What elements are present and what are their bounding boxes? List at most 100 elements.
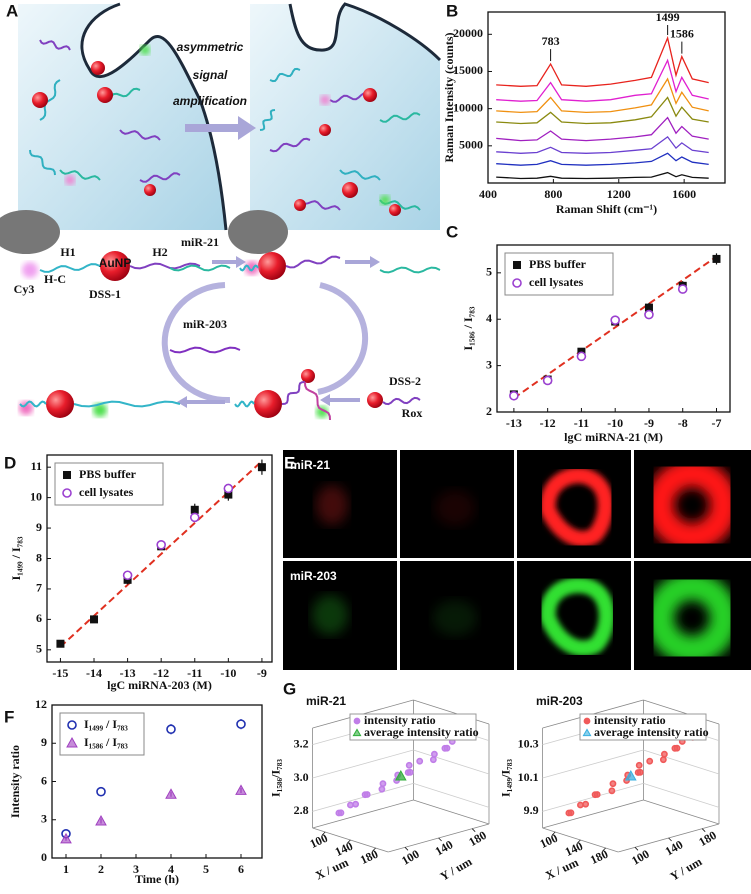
- fluorescence-images: miR-21 miR-203: [283, 449, 751, 670]
- marker: [346, 801, 354, 809]
- x-tick: [321, 831, 326, 836]
- legend-label: cell lysates: [529, 275, 584, 289]
- fit-line: [513, 255, 718, 399]
- strand: [119, 129, 161, 141]
- y-tick-label: 100: [629, 847, 652, 868]
- marker: [659, 756, 667, 764]
- x-tick-label: -10: [607, 416, 623, 430]
- marker: [593, 791, 601, 798]
- z-tick-label: 3.0: [294, 770, 309, 784]
- marker: [636, 768, 644, 776]
- y-tick-label: 20000: [453, 26, 483, 40]
- marker: [582, 800, 590, 808]
- spectrum: [496, 77, 709, 114]
- x-tick-label: -12: [540, 416, 556, 430]
- marker: [430, 750, 438, 758]
- strand: [139, 172, 181, 183]
- strand: [259, 109, 276, 131]
- plot-frame: [496, 244, 731, 413]
- outside: [345, 4, 440, 60]
- gold-nanoparticle: [97, 87, 113, 103]
- row-label: miR-203: [290, 569, 337, 583]
- signal: [435, 490, 475, 526]
- x-tick-label: -15: [52, 666, 68, 680]
- y-tick-label: 3: [486, 357, 492, 371]
- marker: [513, 261, 521, 269]
- z-axis-label: I₁₄₉₉/I₇₈₃: [498, 759, 512, 797]
- y-tick-label: 15000: [453, 63, 483, 77]
- spectrum: [496, 35, 709, 87]
- legend-label: PBS buffer: [529, 257, 587, 271]
- legend-box: [54, 462, 164, 506]
- legend-label: I₁₄₉₉ / I₇₈₃: [84, 717, 128, 731]
- label: H1: [60, 245, 75, 259]
- y-tick-label: 6: [36, 611, 42, 625]
- membrane: [288, 2, 442, 62]
- marker: [223, 483, 234, 494]
- grid-line: [312, 749, 414, 779]
- spectrum: [496, 96, 709, 125]
- y-tick-label: 0: [41, 850, 47, 864]
- x-tick-label: -9: [257, 666, 267, 680]
- y-tick-label: 140: [663, 837, 686, 858]
- x-axis-label: lgC miRNA-21 (M): [564, 430, 663, 444]
- gold-nanoparticle: [144, 184, 156, 196]
- grid-line: [413, 782, 490, 808]
- marker: [257, 463, 266, 472]
- grid-line: [643, 782, 720, 808]
- strand: [39, 79, 61, 121]
- label: Cy3: [14, 282, 35, 296]
- x-axis-label: X / um: [313, 855, 350, 882]
- gold-nanoparticle: [367, 392, 383, 408]
- chart-title: miR-21: [306, 694, 346, 708]
- x-tick-label: -11: [574, 416, 589, 430]
- marker: [429, 756, 437, 764]
- x-tick-label: 6: [238, 862, 244, 876]
- strand: [382, 396, 421, 406]
- arrow-text: amplification: [173, 94, 247, 108]
- signal: [316, 485, 348, 525]
- marker: [66, 736, 78, 748]
- y-tick-label: 100: [399, 847, 422, 868]
- dye: [65, 175, 75, 185]
- strand: [39, 39, 71, 51]
- cycle-arrow: [161, 282, 231, 404]
- x-tick-label: 1: [63, 862, 69, 876]
- marker: [122, 570, 133, 581]
- marker: [156, 540, 166, 550]
- strand: [234, 400, 255, 408]
- x-tick-label: -9: [644, 416, 654, 430]
- y-axis-label: Intensity ratio: [8, 745, 22, 818]
- x-tick: [577, 839, 581, 844]
- grid-line: [542, 749, 644, 779]
- y-axis-label: Raman Intensity (counts): [442, 32, 456, 162]
- gold-nanoparticle: [46, 390, 74, 418]
- panel-label: B: [446, 1, 458, 20]
- marker: [567, 809, 575, 817]
- y-tick: [668, 837, 672, 842]
- x-axis-label: lgC miRNA-203 (M): [107, 678, 212, 692]
- marker: [189, 512, 200, 523]
- y-tick-label: 8: [36, 550, 42, 564]
- label: H-C: [44, 272, 66, 286]
- spectrum: [496, 171, 709, 180]
- label: miR-203: [183, 317, 227, 331]
- signal: [312, 595, 348, 635]
- y-tick-label: 7: [36, 581, 42, 595]
- y-tick-label: 4: [486, 311, 492, 325]
- panel-label: A: [6, 1, 18, 20]
- dye: [245, 261, 259, 275]
- x-tick-label: 1600: [672, 187, 696, 201]
- marker: [96, 786, 106, 797]
- marker: [60, 832, 72, 844]
- x-tick-label: -12: [153, 666, 169, 680]
- gold-nanoparticle: [258, 252, 286, 280]
- marker: [235, 784, 247, 795]
- arrow-text: signal: [193, 68, 228, 82]
- y-tick: [634, 847, 639, 851]
- x-tick-label: 3: [133, 862, 139, 876]
- y-tick: [471, 828, 476, 832]
- annotation: 783: [542, 34, 560, 48]
- legend-label: average intensity ratio: [364, 725, 479, 739]
- y-axis-label: I₁₄₉₉ / I₇₈₃: [9, 536, 23, 580]
